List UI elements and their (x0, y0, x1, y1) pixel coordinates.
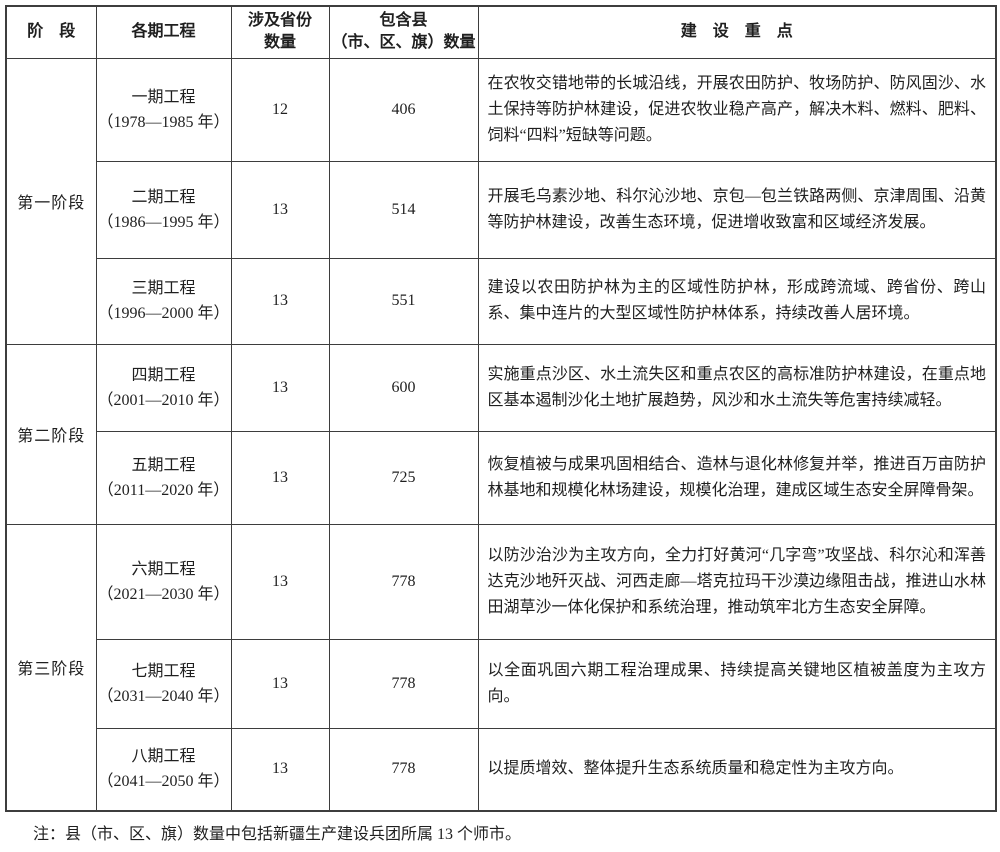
focus-cell: 以提质增效、整体提升生态系统质量和稳定性为主攻方向。 (477, 727, 997, 812)
counties-cell: 551 (328, 257, 479, 345)
focus-cell: 恢复植被与成果巩固相结合、造林与退化林修复并举，推进百万亩防护林基地和规模化林场… (477, 430, 997, 525)
counties-cell: 778 (328, 727, 479, 812)
provinces-cell: 13 (230, 430, 330, 525)
project-cell: 八期工程 （2041—2050 年） (95, 727, 232, 812)
focus-cell: 开展毛乌素沙地、科尔沁沙地、京包—包兰铁路两侧、京津周围、沿黄等防护林建设，改善… (477, 160, 997, 259)
header-row: 阶 段 各期工程 涉及省份 数量 包含县 （市、区、旗）数量 建 设 重 点 (5, 5, 997, 59)
provinces-cell: 13 (230, 638, 330, 729)
project-cell: 五期工程 （2011—2020 年） (95, 430, 232, 525)
table-footnote: 注：县（市、区、旗）数量中包括新疆生产建设兵团所属 13 个师市。 (33, 826, 522, 843)
project-cell: 二期工程 （1986—1995 年） (95, 160, 232, 259)
table-row: 三期工程 （1996—2000 年） 13 551 建设以农田防护林为主的区域性… (6, 257, 997, 345)
header-stage: 阶 段 (5, 5, 97, 59)
table-row: 二期工程 （1986—1995 年） 13 514 开展毛乌素沙地、科尔沁沙地、… (6, 160, 997, 259)
project-cell: 六期工程 （2021—2030 年） (95, 523, 232, 640)
counties-cell: 600 (328, 343, 479, 432)
table-row: 第三阶段 六期工程 （2021—2030 年） 13 778 以防沙治沙为主攻方… (5, 523, 997, 812)
stage-cell-2: 第二阶段 (5, 343, 97, 525)
header-provinces: 涉及省份 数量 (230, 5, 330, 59)
provinces-cell: 13 (230, 160, 330, 259)
header-counties: 包含县 （市、区、旗）数量 (328, 5, 479, 59)
provinces-cell: 13 (230, 343, 330, 432)
counties-cell: 514 (328, 160, 479, 259)
provinces-cell: 13 (230, 257, 330, 345)
counties-cell: 778 (328, 638, 479, 729)
counties-cell: 406 (328, 57, 479, 162)
table-row: 七期工程 （2031—2040 年） 13 778 以全面巩固六期工程治理成果、… (6, 638, 997, 729)
table-row: 八期工程 （2041—2050 年） 13 778 以提质增效、整体提升生态系统… (6, 727, 997, 812)
stage-cell-1: 第一阶段 (5, 57, 97, 345)
counties-cell: 725 (328, 430, 479, 525)
table-row: 第二阶段 四期工程 （2001—2010 年） 13 600 实施重点沙区、水土… (5, 343, 997, 525)
table-row: 第一阶段 一期工程 （1978—1985 年） 12 406 在农牧交错地带的长… (5, 57, 997, 345)
focus-cell: 在农牧交错地带的长城沿线，开展农田防护、牧场防护、防风固沙、水土保持等防护林建设… (477, 57, 997, 162)
project-cell: 七期工程 （2031—2040 年） (95, 638, 232, 729)
project-cell: 三期工程 （1996—2000 年） (95, 257, 232, 345)
header-focus: 建 设 重 点 (477, 5, 997, 59)
focus-cell: 建设以农田防护林为主的区域性防护林，形成跨流域、跨省份、跨山系、集中连片的大型区… (477, 257, 997, 345)
header-project: 各期工程 (95, 5, 232, 59)
phases-table: 阶 段 各期工程 涉及省份 数量 包含县 （市、区、旗）数量 建 设 重 点 第… (5, 5, 997, 812)
counties-cell: 778 (328, 523, 479, 640)
provinces-cell: 13 (230, 727, 330, 812)
focus-cell: 以全面巩固六期工程治理成果、持续提高关键地区植被盖度为主攻方向。 (477, 638, 997, 729)
provinces-cell: 13 (230, 523, 330, 640)
focus-cell: 实施重点沙区、水土流失区和重点农区的高标准防护林建设，在重点地区基本遏制沙化土地… (477, 343, 997, 432)
focus-cell: 以防沙治沙为主攻方向，全力打好黄河“几字弯”攻坚战、科尔沁和浑善达克沙地歼灭战、… (477, 523, 997, 640)
table-row: 五期工程 （2011—2020 年） 13 725 恢复植被与成果巩固相结合、造… (6, 430, 997, 525)
provinces-cell: 12 (230, 57, 330, 162)
stage-cell-3: 第三阶段 (5, 523, 97, 812)
project-cell: 四期工程 （2001—2010 年） (95, 343, 232, 432)
project-cell: 一期工程 （1978—1985 年） (95, 57, 232, 162)
